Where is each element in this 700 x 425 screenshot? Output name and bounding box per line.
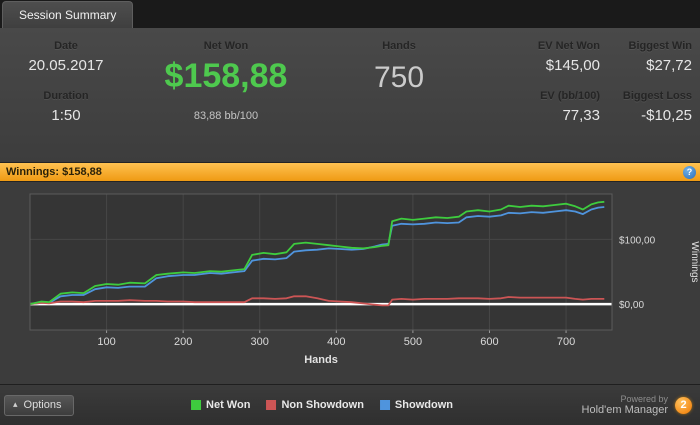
help-icon[interactable]: ? [683, 165, 696, 179]
ev-net-won-label: EV Net Won [537, 40, 600, 52]
svg-text:600: 600 [480, 336, 498, 348]
ev-bb100-value: 77,33 [562, 107, 600, 124]
net-won-swatch-icon [191, 400, 202, 410]
options-button[interactable]: ▴ Options [4, 394, 75, 416]
legend-net-won-label: Net Won [206, 399, 251, 411]
duration-value: 1:50 [51, 107, 81, 124]
stats-header: Date 20.05.2017 Duration 1:50 Net Won $1… [0, 28, 700, 162]
biggest-win-value: $27,72 [646, 57, 692, 74]
ev-net-won-value: $145,00 [545, 57, 600, 74]
net-won-value: $158,88 [164, 57, 288, 95]
biggest-loss-value: -$10,25 [641, 107, 692, 124]
ev-bb100-label: EV (bb/100) [540, 90, 600, 102]
biggest-win-label: Biggest Win [628, 40, 692, 52]
tab-bar: Session Summary [0, 0, 700, 28]
date-value: 20.05.2017 [28, 57, 104, 74]
stats-col-biggest: Biggest Win $27,72 Biggest Loss -$10,25 [600, 40, 700, 162]
stats-col-net-won: Net Won $158,88 83,88 bb/100 [132, 40, 320, 162]
tab-session-summary[interactable]: Session Summary [2, 1, 134, 28]
legend-non-showdown: Non Showdown [266, 399, 364, 411]
legend-non-showdown-label: Non Showdown [281, 399, 364, 411]
date-label: Date [54, 40, 78, 52]
brand-name: Hold'em Manager [581, 404, 668, 416]
svg-text:$100,00: $100,00 [619, 235, 656, 246]
svg-text:700: 700 [557, 336, 575, 348]
legend-showdown: Showdown [379, 399, 453, 411]
stats-col-ev: EV Net Won $145,00 EV (bb/100) 77,33 [478, 40, 600, 162]
duration-label: Duration [43, 90, 89, 102]
stats-col-date: Date 20.05.2017 Duration 1:50 [0, 40, 132, 162]
footer-bar: ▴ Options Net Won Non Showdown Showdown … [0, 384, 700, 425]
chart-legend: Net Won Non Showdown Showdown [191, 399, 453, 411]
svg-text:400: 400 [327, 336, 345, 348]
svg-text:100: 100 [97, 336, 115, 348]
net-won-label: Net Won [203, 40, 249, 52]
legend-net-won: Net Won [191, 399, 250, 411]
svg-text:300: 300 [251, 336, 269, 348]
powered-by-block: Powered by Hold'em Manager 2 [582, 394, 692, 416]
net-won-bb100-value: 83,88 bb/100 [193, 110, 259, 122]
winnings-title-bar[interactable]: Winnings: $158,88 ? [0, 162, 700, 182]
non-showdown-swatch-icon [266, 400, 277, 410]
showdown-swatch-icon [379, 400, 390, 410]
caret-up-icon: ▴ [13, 399, 18, 409]
svg-text:500: 500 [404, 336, 422, 348]
legend-showdown-label: Showdown [394, 399, 453, 411]
winnings-chart: 100 200 300 400 500 600 700 $100,00 $0,00 Hands Wi… [29, 193, 700, 366]
powered-by-label: Powered by [620, 394, 668, 404]
hands-value: 750 [373, 61, 425, 94]
options-button-label: Options [23, 398, 62, 411]
stats-col-hands: Hands 750 [320, 40, 478, 162]
hands-label: Hands [382, 40, 416, 52]
winnings-chart-panel: 100 200 300 400 500 600 700 $100,00 $0,00 Hands Wi… [0, 182, 700, 384]
winnings-title: Winnings: $158,88 [6, 166, 102, 178]
biggest-loss-label: Biggest Loss [622, 90, 692, 102]
svg-text:$0,00: $0,00 [619, 300, 644, 311]
hm2-logo-icon: 2 [675, 396, 692, 414]
svg-text:Winnings: Winnings [689, 241, 700, 282]
svg-text:200: 200 [174, 336, 192, 348]
svg-text:Hands: Hands [304, 354, 338, 366]
powered-by-text: Powered by Hold'em Manager [582, 394, 668, 416]
